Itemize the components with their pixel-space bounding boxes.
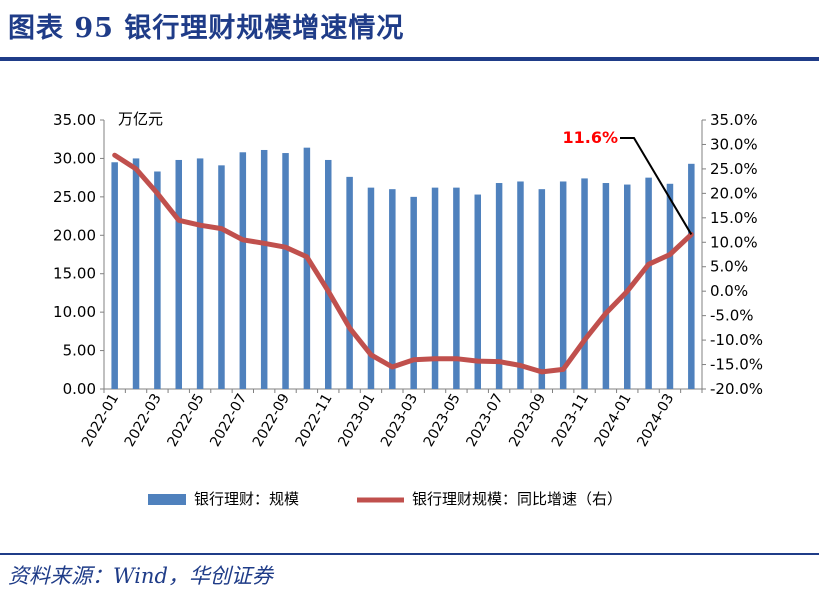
bar xyxy=(111,162,118,389)
y-left-tick-label: 35.00 xyxy=(53,111,96,129)
y-left-tick-label: 25.00 xyxy=(53,188,96,206)
annotation-leader xyxy=(620,137,693,235)
legend-bar-swatch xyxy=(148,494,186,505)
x-tick-label: 2023-07 xyxy=(463,391,506,450)
bar xyxy=(132,158,140,389)
x-tick-label: 2022-01 xyxy=(79,391,122,450)
bar xyxy=(645,177,652,389)
y-right-tick-label: 10.0% xyxy=(710,233,758,251)
x-tick-label: 2022-05 xyxy=(164,391,207,450)
y-right-tick-label: 20.0% xyxy=(710,184,758,202)
y-right-tick-label: -15.0% xyxy=(710,356,763,374)
y-left-tick-label: 5.00 xyxy=(63,342,96,360)
bar xyxy=(581,178,588,389)
footer-rule xyxy=(0,553,819,555)
y-right-tick-label: 0.0% xyxy=(710,282,748,300)
bar xyxy=(218,165,225,389)
left-axis-unit: 万亿元 xyxy=(118,110,163,128)
chart-title: 图表 95 银行理财规模增速情况 xyxy=(8,13,405,44)
y-right-tick-label: 25.0% xyxy=(710,160,758,178)
y-left-tick-label: 30.00 xyxy=(53,149,96,167)
x-tick-label: 2024-01 xyxy=(592,391,635,450)
x-tick-label: 2023-03 xyxy=(378,391,421,450)
source-note: 资料来源：Wind，华创证券 xyxy=(8,564,273,588)
bar xyxy=(602,183,610,389)
bar xyxy=(260,149,268,389)
bar xyxy=(346,176,353,389)
bar xyxy=(474,194,481,389)
bar xyxy=(389,189,396,389)
bar xyxy=(666,183,674,389)
x-tick-label: 2023-09 xyxy=(506,391,549,450)
bar xyxy=(239,152,247,389)
bar xyxy=(538,189,546,389)
growth-line xyxy=(112,152,694,375)
y-right-tick-label: -5.0% xyxy=(710,307,754,325)
legend-line-label: 银行理财规模：同比增速（右） xyxy=(412,490,622,508)
x-tick-label: 2022-03 xyxy=(122,391,165,450)
y-right-tick-label: 35.0% xyxy=(710,111,758,129)
x-tick-label: 2022-07 xyxy=(207,391,250,450)
bar xyxy=(495,183,503,389)
x-tick-label: 2022-11 xyxy=(293,391,336,450)
y-right-tick-label: 5.0% xyxy=(710,258,748,276)
legend-bar-label: 银行理财：规模 xyxy=(194,490,299,508)
y-left-tick-label: 10.00 xyxy=(53,303,96,321)
y-left-tick-label: 20.00 xyxy=(53,226,96,244)
x-tick-label: 2023-01 xyxy=(335,391,378,450)
y-left-tick-label: 15.00 xyxy=(53,265,96,283)
bar xyxy=(559,181,567,389)
bar xyxy=(196,158,204,389)
bar xyxy=(175,159,182,389)
bar xyxy=(410,196,417,389)
bar xyxy=(517,181,524,389)
bar xyxy=(154,171,161,389)
bar xyxy=(431,187,439,389)
x-tick-label: 2023-05 xyxy=(421,391,464,450)
x-tick-label: 2022-09 xyxy=(250,391,293,450)
bar xyxy=(453,187,460,389)
legend: 银行理财：规模 银行理财规模：同比增速（右） xyxy=(148,490,622,508)
bar xyxy=(303,147,311,389)
chart: 0.00 5.00 10.00 15.00 20.00 25.00 30.00 35.00 -2… xyxy=(53,110,763,508)
y-right-tick-label: 30.0% xyxy=(710,135,758,153)
annotation-label: 11.6% xyxy=(562,128,618,147)
y-right-tick-label: 15.0% xyxy=(710,209,758,227)
bar xyxy=(325,159,332,389)
bar xyxy=(282,153,289,389)
title-rule xyxy=(0,57,819,61)
bar xyxy=(688,163,695,389)
y-right-tick-label: -10.0% xyxy=(710,331,763,349)
y-left-tick-label: 0.00 xyxy=(63,380,96,398)
y-right-tick-label: -20.0% xyxy=(710,380,763,398)
x-tick-label: 2024-03 xyxy=(634,391,677,450)
x-tick-label: 2023-11 xyxy=(549,391,592,450)
bar xyxy=(367,187,375,389)
bar xyxy=(624,184,631,389)
